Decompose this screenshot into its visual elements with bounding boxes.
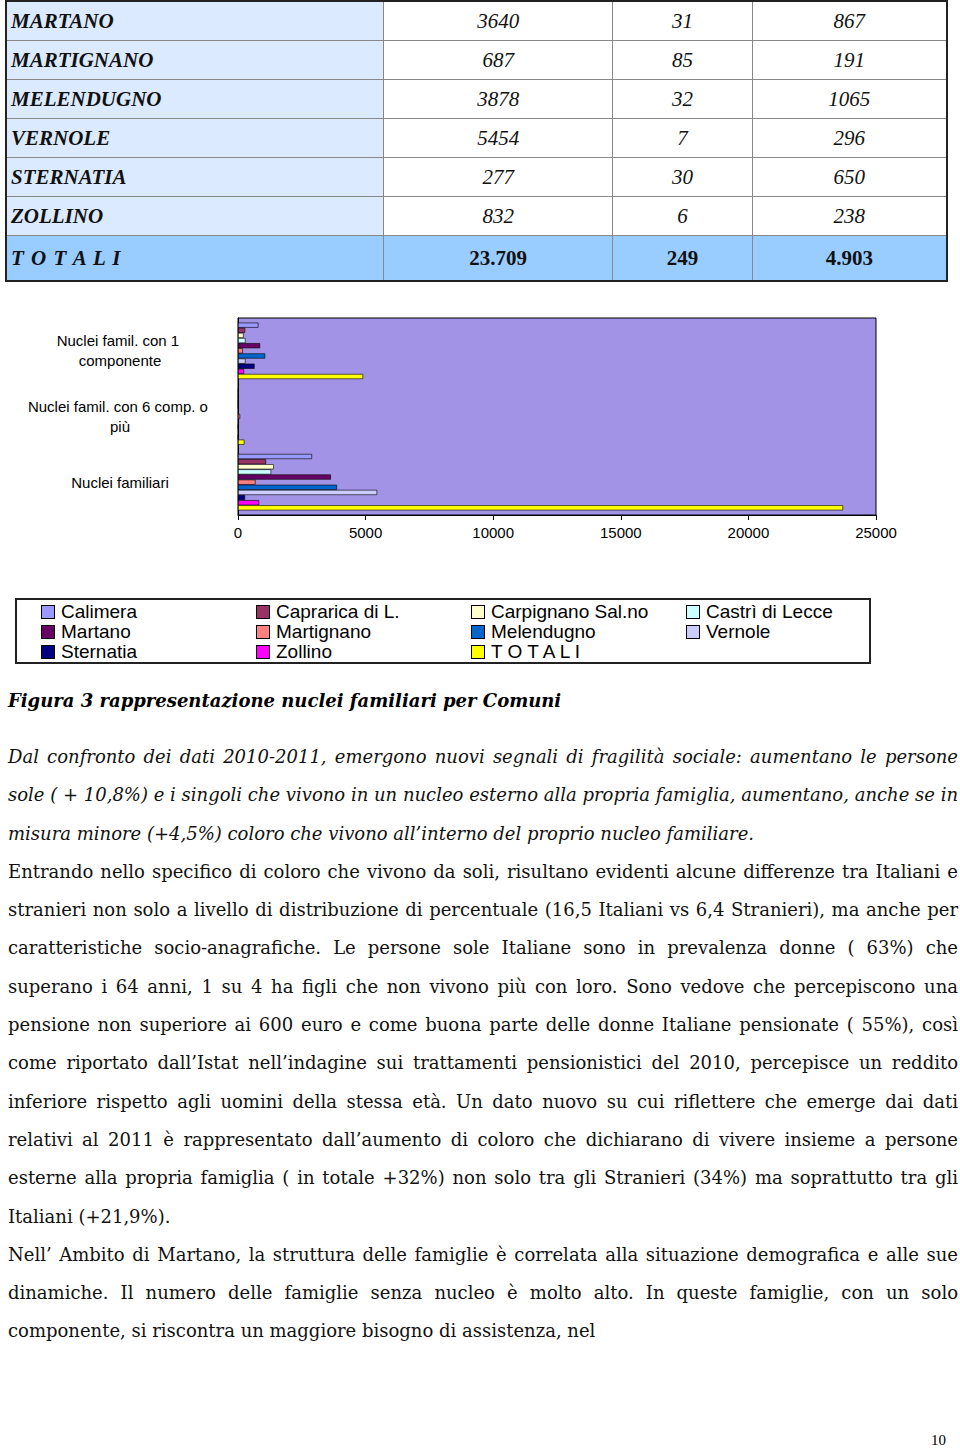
html-text:VERNOLE: VERNOLE	[11, 125, 111, 150]
html-text:T O T A L I: T O T A L I	[11, 245, 122, 270]
html-text:Figura 3 rappresentazione nucl: Figura 3 rappresentazione nuclei familia…	[8, 690, 562, 711]
html-text:249: 249	[666, 245, 699, 270]
html-text:23.709: 23.709	[469, 245, 527, 270]
svg-text:componente: componente	[79, 352, 162, 369]
html-text:Nell’ Ambito di Martano, la st: Nell’ Ambito di Martano, la struttura de…	[8, 1243, 958, 1342]
html-text:STERNATIA: STERNATIA	[11, 164, 127, 189]
html-text:10: 10	[931, 1432, 946, 1448]
html-text:Sternatia: Sternatia	[61, 641, 137, 662]
html-text:832: 832	[482, 203, 514, 228]
svg-text:più: più	[110, 418, 130, 435]
html-text:ZOLLINO: ZOLLINO	[11, 203, 104, 228]
html-text:Castrì di Lecce: Castrì di Lecce	[706, 601, 833, 622]
svg-text:15000: 15000	[600, 524, 642, 541]
html-text:Carpignano Sal.no: Carpignano Sal.no	[491, 601, 649, 622]
html-text:Melendugno: Melendugno	[491, 621, 596, 642]
html-text:31: 31	[671, 8, 693, 33]
html-text:191: 191	[833, 47, 865, 72]
svg-text:Nuclei famil. con 1: Nuclei famil. con 1	[57, 332, 184, 349]
html-text:Caprarica di L.: Caprarica di L.	[276, 601, 400, 622]
svg-text:20000: 20000	[728, 524, 770, 541]
svg-text:25000: 25000	[855, 524, 897, 541]
html-text:650: 650	[833, 164, 865, 189]
html-text:32: 32	[671, 86, 693, 111]
html-text:Vernole: Vernole	[706, 621, 771, 642]
html-text:277: 277	[482, 164, 514, 189]
svg-text:5000: 5000	[349, 524, 382, 541]
html-text:867: 867	[833, 8, 865, 33]
html-text:296: 296	[833, 125, 865, 150]
svg-text:Nuclei famil. con 6 comp. o: Nuclei famil. con 6 comp. o	[28, 398, 212, 415]
html-text:T O T A L I: T O T A L I	[491, 641, 581, 662]
html-text:4.903: 4.903	[825, 245, 873, 270]
html-text:687: 687	[482, 47, 514, 72]
html-text:85: 85	[671, 47, 693, 72]
html-text:3878: 3878	[477, 86, 520, 111]
html-text:MARTANO: MARTANO	[11, 8, 114, 33]
html-text:Martano: Martano	[61, 621, 131, 642]
html-text:Dal confronto dei dati 2010-20: Dal confronto dei dati 2010-2011, emergo…	[8, 746, 958, 844]
html-text:1065: 1065	[828, 86, 871, 111]
html-text:5454: 5454	[477, 125, 520, 150]
html-text:30: 30	[671, 164, 693, 189]
html-text:MELENDUGNO: MELENDUGNO	[11, 86, 162, 111]
html-text:3640: 3640	[477, 8, 520, 33]
svg-text:Nuclei familiari: Nuclei familiari	[71, 474, 169, 491]
svg-text:0: 0	[234, 524, 242, 541]
html-text:Martignano: Martignano	[276, 621, 372, 642]
html-text:MARTIGNANO: MARTIGNANO	[11, 47, 154, 72]
html-text:7: 7	[677, 125, 688, 150]
svg-text:10000: 10000	[472, 524, 514, 541]
html-text:238: 238	[833, 203, 865, 228]
html-text:6: 6	[677, 203, 688, 228]
html-text:Entrando nello specifico di co: Entrando nello specifico di coloro che v…	[8, 860, 958, 1227]
html-text:Calimera: Calimera	[61, 601, 137, 622]
html-text:Zollino: Zollino	[276, 641, 332, 662]
